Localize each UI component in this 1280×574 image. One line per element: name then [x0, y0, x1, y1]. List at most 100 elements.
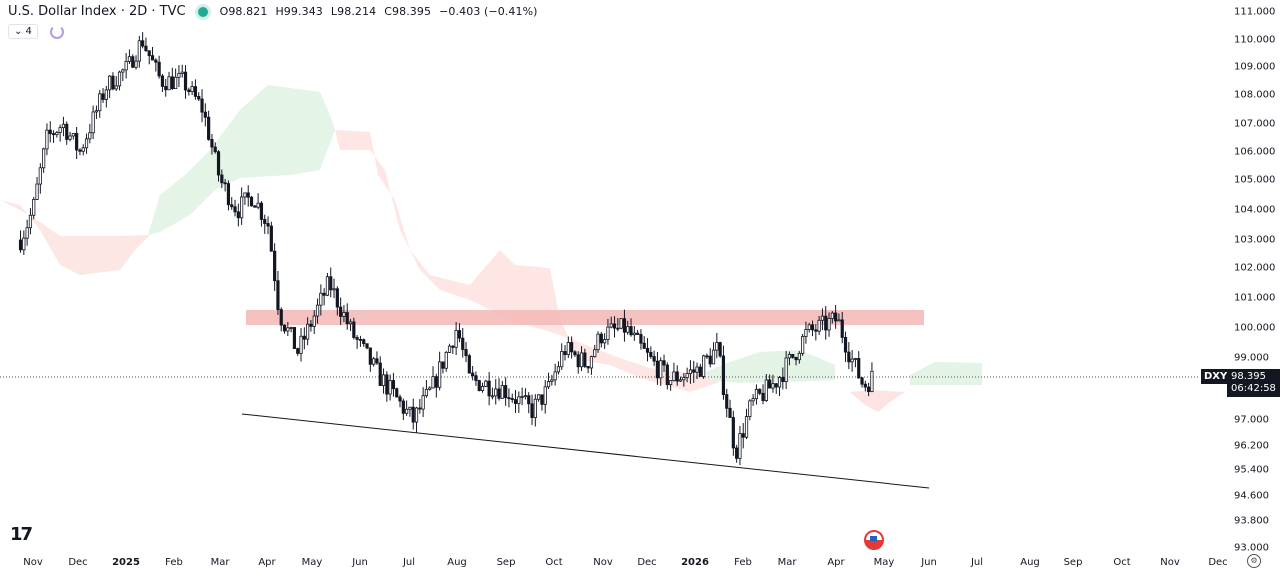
candle-up [711, 349, 716, 365]
us-economic-event-icon[interactable] [864, 530, 884, 550]
time-tick-label: Apr [827, 557, 845, 568]
candle-up [312, 315, 316, 327]
candle-down [652, 356, 656, 362]
candle-down [296, 348, 300, 354]
candle-down [843, 336, 848, 353]
candle-up [685, 373, 689, 378]
candle-up [784, 357, 788, 383]
candle-down [834, 312, 838, 322]
candle-down [345, 312, 349, 325]
candle-down [207, 116, 211, 140]
candle-down [339, 306, 343, 317]
candle-up [342, 312, 346, 317]
candle-down [457, 330, 462, 339]
candle-down [649, 351, 653, 357]
time-tick-label: Jul [970, 557, 984, 568]
candle-up [787, 353, 792, 359]
candle-down [791, 353, 795, 358]
time-tick-label: Aug [1020, 557, 1040, 568]
symbol-title[interactable]: U.S. Dollar Index · 2D · TVC [8, 4, 186, 19]
candle-up [286, 327, 290, 332]
candle-up [678, 379, 683, 382]
candle-down [708, 355, 712, 365]
price-tick-label: 96.200 [1234, 440, 1269, 452]
candle-down [857, 358, 861, 379]
candle-up [744, 416, 749, 438]
ichimoku-cloud-bullish [148, 85, 335, 235]
candle-up [500, 385, 504, 399]
time-tick-label: Sep [1063, 557, 1083, 568]
candle-up [682, 377, 686, 381]
price-tick-label: 103.000 [1234, 234, 1276, 246]
price-tick-label: 104.000 [1234, 204, 1276, 216]
candle-down [253, 205, 257, 208]
candle-up [424, 388, 429, 397]
candle-down [292, 327, 297, 349]
time-tick-label: 2026 [681, 557, 709, 568]
ohlc-open: O98.821 [219, 5, 268, 18]
chart-legend: U.S. Dollar Index · 2D · TVC O98.821 H99… [8, 4, 538, 19]
candle-down [418, 407, 422, 410]
candle-down [497, 388, 501, 399]
candle-up [299, 335, 303, 354]
candle-up [702, 355, 706, 377]
candle-up [438, 361, 442, 388]
candle-down [510, 398, 514, 400]
candle-down [530, 403, 534, 418]
ohlc-high: H99.343 [275, 5, 323, 18]
candle-up [124, 61, 128, 71]
candle-down [210, 139, 214, 148]
candle-up [117, 71, 122, 87]
candle-down [645, 347, 650, 353]
candle-down [461, 337, 465, 350]
candle-down [665, 364, 669, 386]
time-tick-label: Dec [637, 557, 657, 568]
candle-up [88, 132, 92, 140]
collapse-indicators-button[interactable]: ⌄ 4 [8, 24, 38, 39]
candle-up [91, 111, 95, 134]
price-axis[interactable]: 111.000 110.000 109.000 108.000 107.000 106.0… [1198, 0, 1280, 574]
candle-up [421, 395, 425, 410]
ichimoku-cloud-bullish [910, 362, 982, 385]
candle-down [705, 355, 709, 358]
candle-up [550, 379, 554, 382]
candle-up [42, 148, 46, 169]
candle-down [639, 334, 643, 344]
candle-down [576, 354, 580, 368]
candle-up [240, 196, 244, 219]
candle-up [414, 407, 419, 423]
candle-down [358, 339, 363, 341]
price-tick-label: 99.000 [1234, 352, 1269, 364]
candle-up [332, 288, 336, 291]
candle-up [827, 318, 831, 331]
candle-down [48, 129, 52, 135]
settings-gear-icon[interactable]: ⚙ [1247, 554, 1261, 568]
candle-up [306, 323, 310, 340]
candle-down [335, 288, 339, 308]
candle-down [230, 204, 234, 208]
candle-down [362, 339, 366, 345]
candle-up [68, 135, 72, 140]
time-tick-label: Jun [352, 557, 368, 568]
candle-down [434, 376, 438, 388]
candle-up [520, 395, 524, 398]
candle-up [566, 342, 570, 355]
candle-up [315, 304, 320, 317]
candle-up [546, 381, 551, 388]
candle-down [75, 133, 79, 151]
sync-icon[interactable] [49, 24, 64, 39]
candle-up [372, 358, 376, 365]
time-axis[interactable]: Nov Dec 2025 Feb Mar Apr May Jun Jul Aug Sep Oct Nov… [0, 552, 1240, 574]
price-chart[interactable] [0, 0, 1198, 552]
candle-down [203, 111, 207, 118]
candle-down [464, 349, 468, 357]
candle-down [352, 321, 356, 338]
price-tick-label: 93.800 [1234, 515, 1269, 527]
candle-up [243, 192, 247, 198]
candle-down [236, 211, 240, 219]
candle-down [141, 40, 145, 47]
tradingview-logo[interactable]: 17 [10, 524, 33, 545]
candle-down [51, 133, 56, 136]
price-tick-label: 105.000 [1234, 174, 1276, 186]
candle-down [233, 206, 237, 213]
